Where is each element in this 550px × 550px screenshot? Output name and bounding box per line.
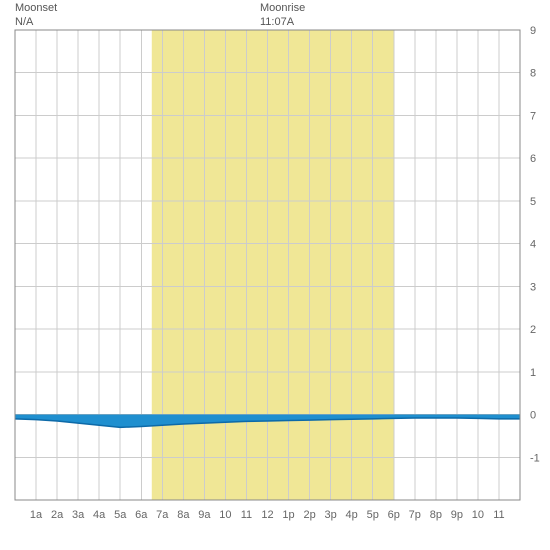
- x-tick-label: 5a: [114, 509, 127, 521]
- moonrise-value-label: 11:07A: [260, 16, 295, 28]
- x-tick-label: 1p: [282, 509, 294, 521]
- y-tick-label: 1: [530, 367, 536, 379]
- x-tick-label: 12: [261, 509, 273, 521]
- x-tick-label: 3a: [72, 509, 85, 521]
- y-tick-label: 0: [530, 410, 536, 422]
- daylight-band: [152, 30, 394, 500]
- x-tick-label: 4p: [346, 509, 358, 521]
- x-tick-label: 11: [493, 509, 504, 521]
- x-tick-label: 3p: [325, 509, 337, 521]
- moonset-title-label: Moonset: [15, 2, 57, 14]
- y-tick-label: 6: [530, 153, 536, 165]
- x-tick-label: 2p: [303, 509, 315, 521]
- x-tick-label: 4a: [93, 509, 106, 521]
- x-tick-label: 1a: [30, 509, 43, 521]
- x-tick-label: 9a: [198, 509, 211, 521]
- x-tick-label: 8a: [177, 509, 190, 521]
- x-tick-label: 10: [219, 509, 231, 521]
- x-tick-label: 6a: [135, 509, 148, 521]
- x-tick-label: 7a: [156, 509, 169, 521]
- y-tick-label: -1: [530, 452, 540, 464]
- y-tick-label: 8: [530, 68, 536, 80]
- y-tick-label: 7: [530, 110, 536, 122]
- x-tick-label: 7p: [409, 509, 421, 521]
- y-tick-label: 5: [530, 196, 536, 208]
- x-tick-label: 8p: [430, 509, 442, 521]
- y-tick-label: 4: [530, 239, 536, 251]
- moonrise-title-label: Moonrise: [260, 2, 305, 14]
- x-tick-label: 2a: [51, 509, 64, 521]
- x-tick-label: 9p: [451, 509, 463, 521]
- x-tick-label: 11: [241, 509, 252, 521]
- tide-chart: -101234567891a2a3a4a5a6a7a8a9a1011121p2p…: [0, 0, 550, 550]
- y-tick-label: 9: [530, 25, 536, 37]
- x-tick-label: 6p: [388, 509, 400, 521]
- chart-svg: -101234567891a2a3a4a5a6a7a8a9a1011121p2p…: [0, 0, 550, 550]
- x-tick-label: 10: [472, 509, 484, 521]
- moonset-value-label: N/A: [15, 16, 34, 28]
- y-tick-label: 3: [530, 281, 536, 293]
- y-tick-label: 2: [530, 324, 536, 336]
- x-tick-label: 5p: [367, 509, 379, 521]
